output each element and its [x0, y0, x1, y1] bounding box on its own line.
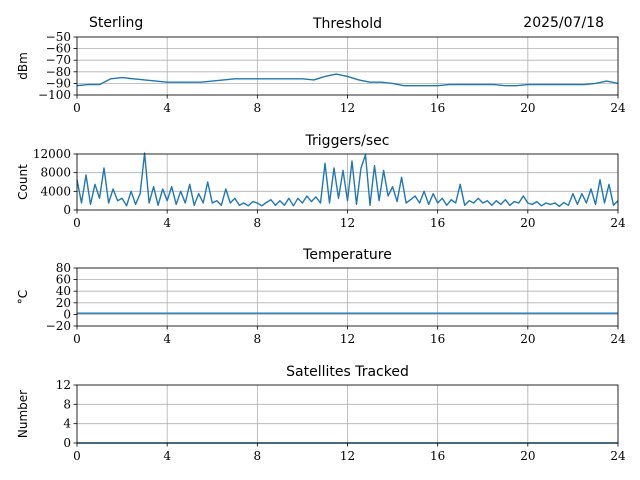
temperature-y-tick-label: 20 [56, 296, 71, 310]
satellites-y-tick-label: 4 [63, 417, 71, 431]
temperature-y-axis-label: °C [16, 290, 30, 304]
temperature-x-tick-label: 8 [254, 332, 262, 346]
threshold-y-tick-label: −60 [46, 42, 71, 56]
threshold-y-tick-label: −80 [46, 65, 71, 79]
satellites-x-tick-label: 8 [254, 449, 262, 463]
temperature-x-tick-label: 4 [163, 332, 171, 346]
temperature-y-tick-label: 80 [56, 261, 71, 275]
temperature-y-tick-label: 0 [63, 307, 71, 321]
triggers-x-tick-label: 8 [254, 216, 262, 230]
triggers-y-tick-label: 8000 [40, 166, 71, 180]
satellites-title: Satellites Tracked [286, 364, 409, 380]
chart-panels: 0 4 8 12 16 20 24 −100−90−80−70−60−50 Threshold d… [16, 16, 626, 463]
satellites-x-tick-label: 20 [520, 449, 535, 463]
site-name: Sterling [89, 15, 143, 31]
temperature-x-tick-label: 20 [520, 332, 535, 346]
satellites-x-tick-label: 0 [73, 449, 81, 463]
triggers-y-axis-label: Count [16, 164, 30, 200]
threshold-x-tick-label: 12 [340, 101, 355, 115]
temperature-y-tick-label: 40 [56, 284, 71, 298]
threshold-x-tick-label: 8 [254, 101, 262, 115]
temperature-title: Temperature [302, 247, 392, 263]
satellites-y-tick-label: 8 [63, 397, 71, 411]
triggers-x-tick-label: 12 [340, 216, 355, 230]
satellites-x-tick-label: 12 [340, 449, 355, 463]
triggers-chart: 0 4 8 12 16 20 24 0 4000 8000 12000 Triggers/sec Cou… [16, 133, 626, 230]
triggers-y-tick-label: 4000 [40, 184, 71, 198]
threshold-y-tick-label: −90 [46, 76, 71, 90]
threshold-x-tick-label: 24 [610, 101, 626, 115]
triggers-x-tick-label: 4 [163, 216, 171, 230]
temperature-x-tick-label: 0 [73, 332, 81, 346]
satellites-y-tick-label: 0 [63, 436, 71, 450]
temperature-x-tick-label: 16 [430, 332, 445, 346]
threshold-chart: 0 4 8 12 16 20 24 −100−90−80−70−60−50 Threshold d… [16, 16, 626, 115]
threshold-x-tick-label: 0 [73, 101, 81, 115]
satellites-x-tick-label: 4 [163, 449, 171, 463]
triggers-x-tick-label: 24 [610, 216, 626, 230]
threshold-y-axis-label: dBm [16, 52, 30, 80]
triggers-x-tick-label: 20 [520, 216, 535, 230]
triggers-title: Triggers/sec [305, 133, 390, 149]
triggers-x-tick-label: 16 [430, 216, 445, 230]
threshold-x-tick-label: 4 [163, 101, 171, 115]
satellites-chart: 0 4 8 12 16 20 24 0 4 8 12 Satellites Tracked Number [16, 364, 626, 463]
triggers-series-line [76, 152, 619, 208]
threshold-title: Threshold [312, 16, 382, 32]
temperature-x-tick-label: 12 [340, 332, 355, 346]
temperature-y-tick-label: −20 [46, 319, 71, 333]
temperature-x-tick-label: 24 [610, 332, 626, 346]
satellites-x-tick-label: 24 [610, 449, 626, 463]
threshold-series-line [76, 73, 619, 87]
triggers-y-tick-label: 0 [63, 203, 71, 217]
satellites-x-tick-label: 16 [430, 449, 445, 463]
satellites-y-axis-label: Number [16, 390, 30, 438]
temperature-y-tick-label: 60 [56, 273, 71, 287]
triggers-y-tick-label: 12000 [33, 147, 71, 161]
threshold-y-tick-label: −100 [38, 88, 71, 102]
threshold-y-tick-label: −70 [46, 53, 71, 67]
threshold-y-tick-label: −50 [46, 30, 71, 44]
date-label: 2025/07/18 [523, 15, 604, 31]
triggers-x-tick-label: 0 [73, 216, 81, 230]
threshold-x-tick-label: 16 [430, 101, 445, 115]
threshold-x-tick-label: 20 [520, 101, 535, 115]
satellites-y-tick-label: 12 [56, 378, 71, 392]
